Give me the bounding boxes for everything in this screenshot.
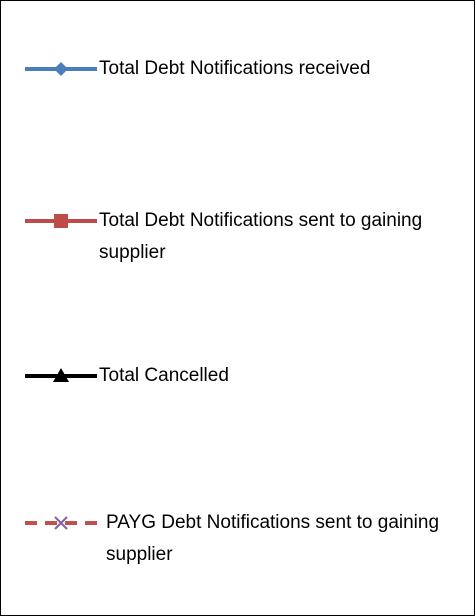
legend-label: Total Debt Notifications received bbox=[99, 58, 371, 79]
legend-swatch bbox=[25, 516, 97, 530]
swatch-marker bbox=[54, 214, 68, 228]
swatch-marker bbox=[54, 62, 68, 76]
swatch-marker bbox=[54, 516, 68, 530]
legend-swatch bbox=[25, 214, 97, 228]
legend-label: Total Cancelled bbox=[99, 365, 229, 386]
legend-swatch bbox=[25, 368, 97, 382]
legend-label: PAYG Debt Notifications sent to gaining … bbox=[106, 512, 440, 565]
legend-swatch bbox=[25, 62, 97, 76]
legend-label: Total Debt Notifications sent to gaining… bbox=[99, 210, 423, 263]
swatch-marker bbox=[53, 368, 69, 382]
